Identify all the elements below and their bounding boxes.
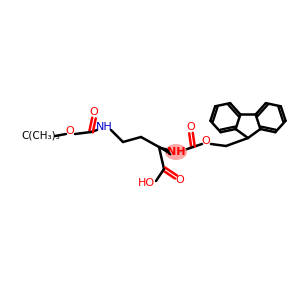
Text: O: O bbox=[66, 126, 74, 136]
Text: NH: NH bbox=[167, 147, 185, 157]
Text: O: O bbox=[187, 122, 195, 132]
Ellipse shape bbox=[165, 144, 187, 160]
Polygon shape bbox=[159, 147, 171, 155]
Text: HO: HO bbox=[137, 178, 154, 188]
Text: O: O bbox=[90, 107, 98, 117]
Text: O: O bbox=[176, 175, 184, 185]
Text: NH: NH bbox=[96, 122, 112, 132]
Text: C(CH₃)₃: C(CH₃)₃ bbox=[22, 131, 60, 141]
Text: O: O bbox=[202, 136, 210, 146]
